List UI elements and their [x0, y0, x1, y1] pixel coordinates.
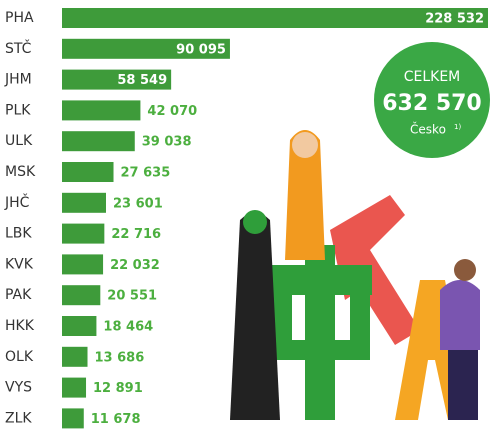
total-circle — [374, 42, 490, 158]
illustration — [230, 130, 480, 420]
category-label: OLK — [5, 349, 34, 365]
bar — [62, 8, 488, 28]
value-label: 58 549 — [117, 73, 167, 88]
value-label: 22 716 — [111, 227, 161, 242]
category-label: ULK — [5, 133, 33, 149]
bar — [62, 192, 106, 213]
category-label: JHM — [4, 72, 32, 88]
value-label: 22 032 — [110, 258, 160, 273]
value-label: 228 532 — [425, 12, 484, 27]
bar — [62, 223, 105, 244]
bar — [62, 254, 104, 275]
value-label: 90 095 — [176, 42, 226, 57]
total-note: Česko — [410, 122, 446, 137]
bar — [62, 131, 135, 152]
category-label: PAK — [5, 287, 32, 303]
category-label: STČ — [5, 39, 32, 57]
category-label: KVK — [5, 256, 34, 272]
bar — [62, 100, 141, 121]
category-label: HKK — [5, 318, 35, 334]
category-label: VYS — [5, 380, 32, 396]
value-label: 13 686 — [95, 350, 145, 365]
bar — [62, 377, 87, 398]
bar — [62, 346, 88, 367]
total-footnote: 1) — [454, 123, 461, 131]
total-value: 632 570 — [382, 91, 482, 116]
bar — [62, 162, 114, 182]
category-label: PHA — [5, 10, 34, 26]
category-label: LBK — [5, 226, 32, 242]
bar — [62, 285, 101, 306]
bar — [62, 38, 230, 59]
value-label: 27 635 — [121, 166, 171, 181]
category-label: MSK — [5, 164, 36, 180]
category-label: ZLK — [5, 410, 32, 426]
value-label: 11 678 — [91, 412, 141, 427]
bar — [62, 69, 172, 90]
category-label: JHČ — [4, 193, 30, 211]
value-label: 20 551 — [107, 289, 157, 304]
total-badge: CELKEM 632 570 Česko 1) — [374, 42, 490, 158]
bar — [62, 316, 97, 336]
value-label: 12 891 — [93, 381, 143, 396]
bar — [62, 408, 84, 429]
value-label: 18 464 — [103, 320, 153, 335]
value-label: 23 601 — [113, 196, 163, 211]
value-label: 39 038 — [142, 135, 192, 150]
total-title: CELKEM — [404, 69, 461, 85]
value-label: 42 070 — [147, 104, 197, 119]
category-label: PLK — [5, 102, 31, 118]
